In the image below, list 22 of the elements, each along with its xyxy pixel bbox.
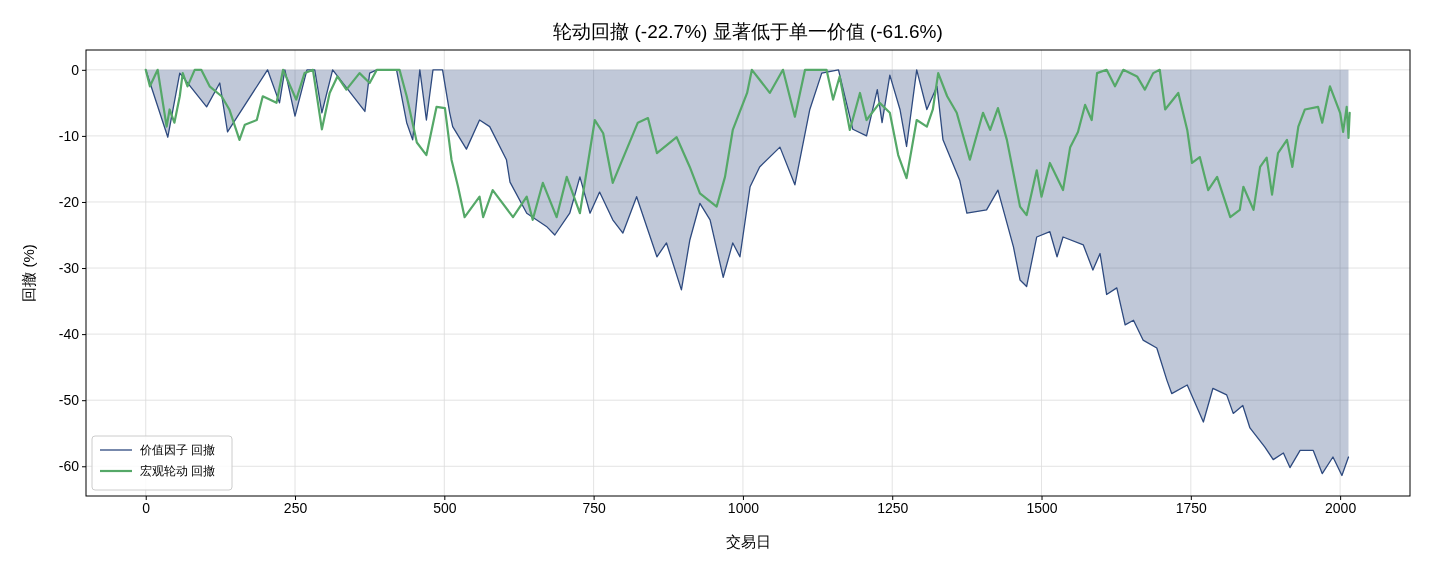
y-tick-label: -40 bbox=[58, 326, 80, 343]
chart-title: 轮动回撤 (-22.7%) 显著低于单一价值 (-61.6%) bbox=[553, 21, 943, 42]
y-tick-label: -60 bbox=[58, 458, 80, 475]
y-tick-label: -20 bbox=[58, 193, 80, 210]
y-tick-label: -50 bbox=[58, 392, 80, 409]
x-tick-label: 250 bbox=[283, 499, 308, 516]
legend-label: 宏观轮动 回撤 bbox=[140, 464, 216, 478]
line-series bbox=[144, 68, 1351, 221]
x-tick-label: 0 bbox=[142, 499, 151, 516]
x-tick-label: 500 bbox=[433, 499, 457, 516]
x-tick-label: 1500 bbox=[1026, 499, 1058, 516]
x-tick-label: 750 bbox=[582, 499, 607, 516]
x-tick-label: 2000 bbox=[1325, 499, 1357, 516]
y-tick-label: -30 bbox=[58, 260, 80, 277]
x-tick-label: 1250 bbox=[877, 499, 909, 516]
y-axis-title: 回撤 (%) bbox=[20, 244, 37, 302]
legend-label: 价值因子 回撤 bbox=[139, 443, 216, 457]
x-tick-label: 1750 bbox=[1175, 499, 1208, 516]
y-tick-label: 0 bbox=[71, 61, 80, 78]
y-tick-label: -10 bbox=[58, 127, 80, 144]
x-axis-title: 交易日 bbox=[725, 533, 771, 550]
x-tick-label: 1000 bbox=[727, 499, 760, 516]
